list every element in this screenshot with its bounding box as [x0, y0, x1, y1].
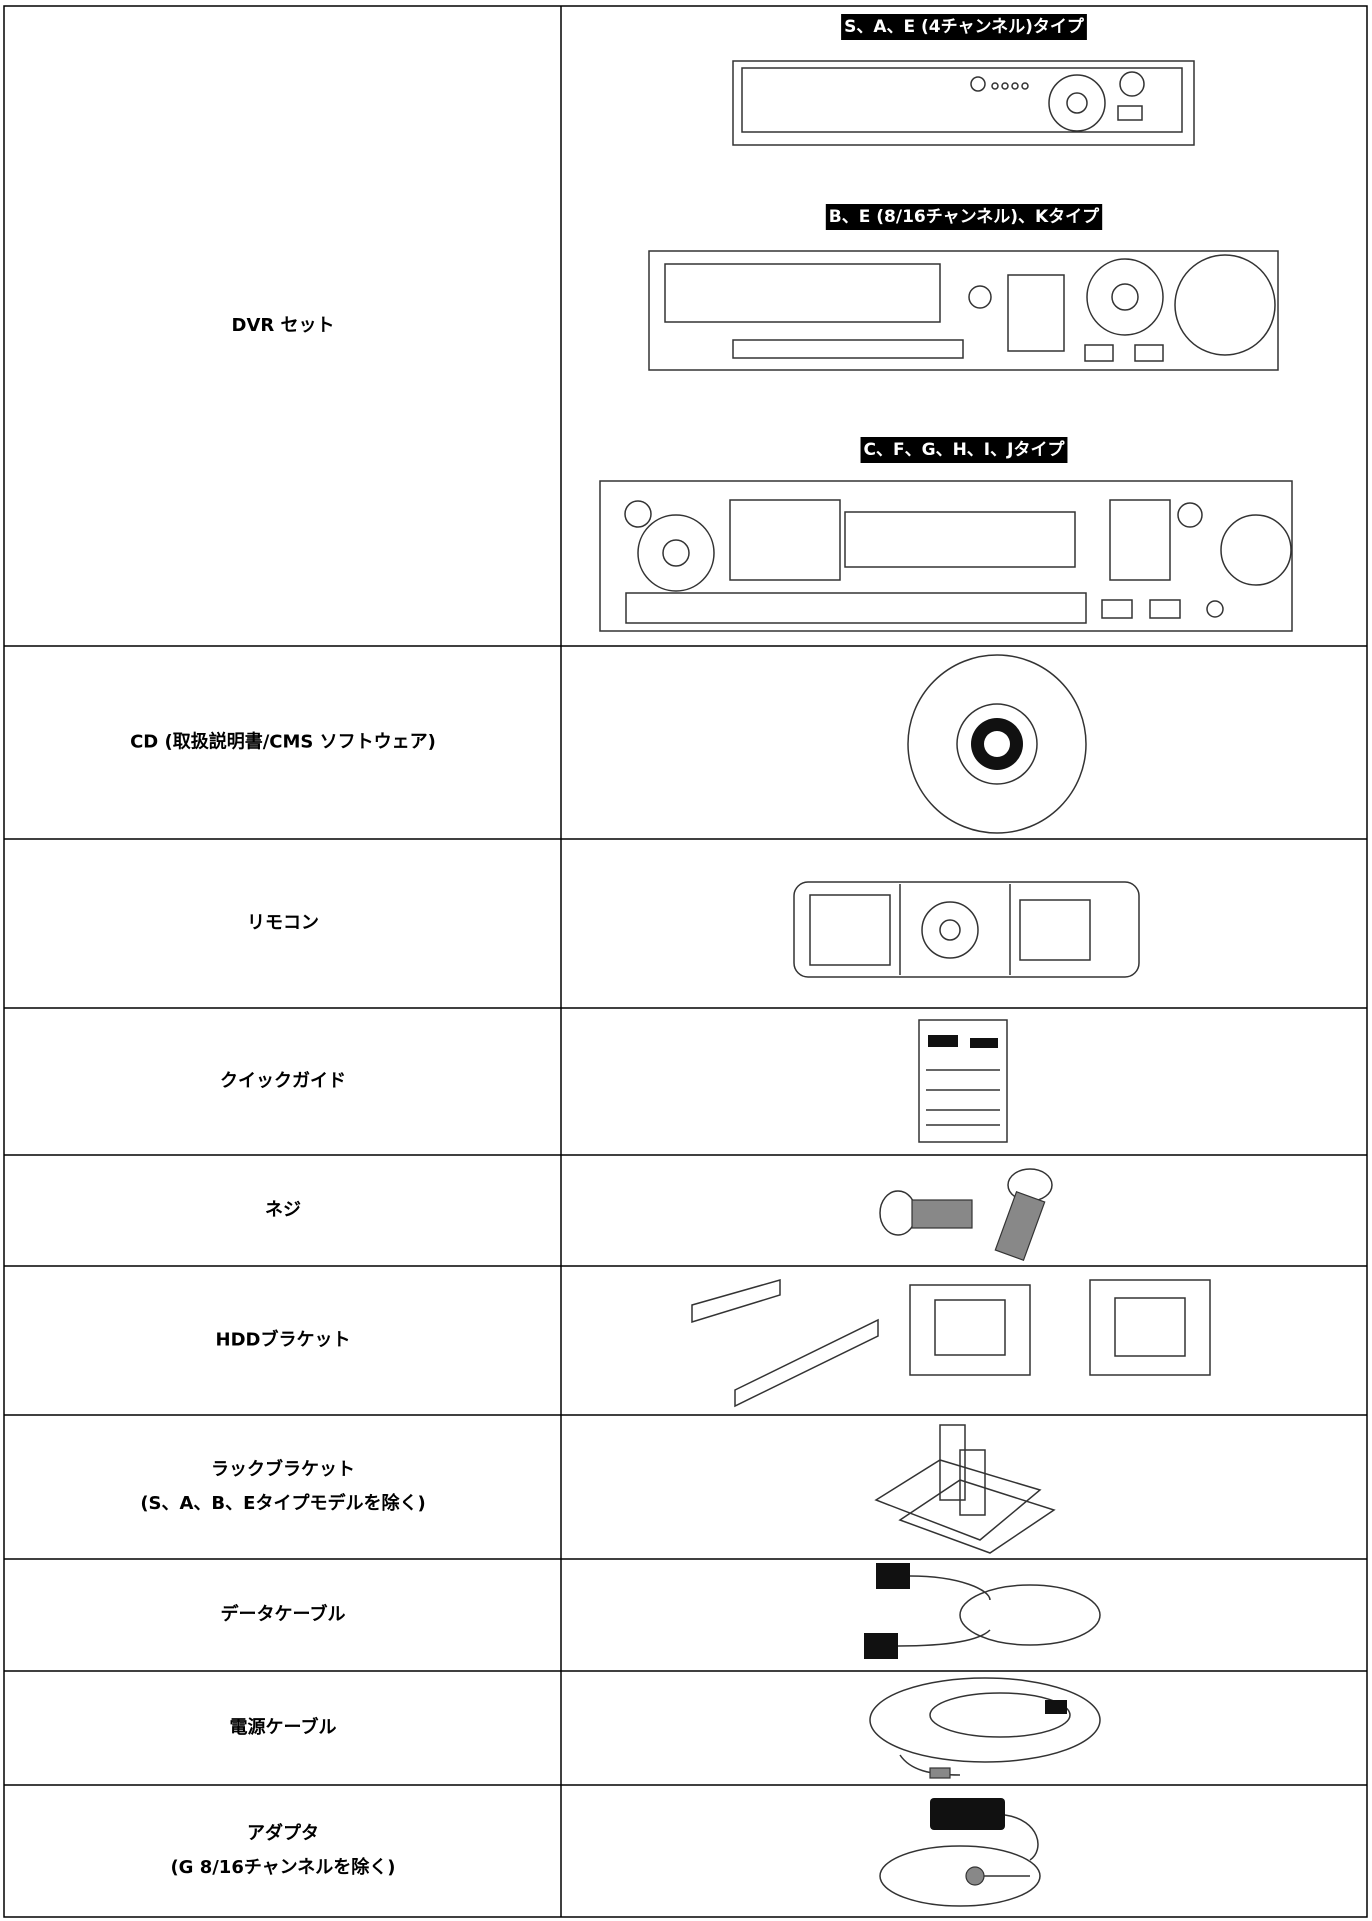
- hdd-brackets-image: [691, 1279, 1211, 1408]
- screws-image: [879, 1168, 1053, 1262]
- item-label: (S、A、B、Eタイプモデルを除く): [140, 1492, 425, 1514]
- data-cable-image: [864, 1563, 1101, 1659]
- item-label: HDDブラケット: [216, 1329, 351, 1351]
- rack-brackets-image: [874, 1424, 1056, 1554]
- item-label: DVR セット: [232, 315, 335, 336]
- cd-image: [907, 654, 1087, 834]
- adapter-image: [879, 1798, 1041, 1907]
- dvr-16ch-image: [599, 480, 1293, 632]
- caption-bg: [841, 14, 1087, 40]
- item-label: CD (取扱説明書/CMS ソフトウェア): [130, 731, 436, 753]
- caption: S、A、E (4チャンネル)タイプ: [844, 16, 1085, 37]
- caption: C、F、G、H、I、Jタイプ: [864, 439, 1066, 460]
- caption-bg: [825, 204, 1103, 230]
- item-labels: DVR セット CD (取扱説明書/CMS ソフトウェア) リモコンクイックガイドネ…: [130, 315, 436, 1878]
- item-label: データケーブル: [221, 1603, 346, 1625]
- item-label: 電源ケーブル: [230, 1716, 337, 1738]
- remote-image: [793, 881, 1140, 978]
- caption: B、E (8/16チャンネル)、Kタイプ: [829, 206, 1100, 227]
- dvr-8ch-image: [648, 250, 1279, 371]
- caption-bg: [860, 437, 1068, 463]
- item-label: クイックガイド: [220, 1071, 346, 1092]
- item-label: ネジ: [265, 1200, 301, 1221]
- dvr-captions: S、A、E (4チャンネル)タイプ B、E (8/16チャンネル)、Kタイプ C、F…: [825, 14, 1103, 463]
- quick-guide-image: [918, 1019, 1008, 1143]
- power-cable-image: [869, 1677, 1101, 1779]
- dvr-4ch-image: [732, 60, 1195, 146]
- item-label: (G 8/16チャンネルを除く): [170, 1856, 395, 1878]
- item-label: ラックブラケット: [211, 1458, 355, 1480]
- table-grid: [3, 5, 1368, 1918]
- item-label: アダプタ: [247, 1822, 319, 1844]
- item-label: リモコン: [247, 913, 319, 934]
